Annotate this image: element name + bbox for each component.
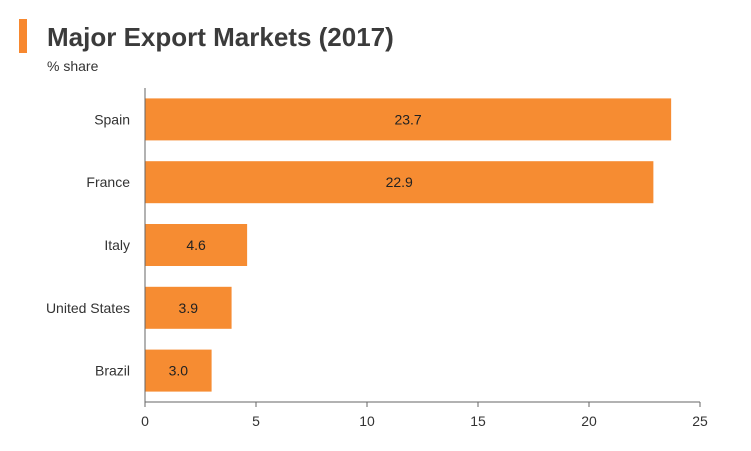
bar-italy bbox=[145, 224, 248, 266]
x-tick-label-20: 20 bbox=[581, 413, 597, 429]
category-label-brazil: Brazil bbox=[95, 363, 130, 379]
category-label-france: France bbox=[86, 174, 130, 190]
x-tick-label-10: 10 bbox=[359, 413, 375, 429]
chart-title: Major Export Markets (2017) bbox=[47, 22, 394, 52]
x-tick-label-15: 15 bbox=[470, 413, 486, 429]
category-label-united-states: United States bbox=[46, 300, 130, 316]
x-tick-label-0: 0 bbox=[141, 413, 149, 429]
data-label-united-states: 3.9 bbox=[179, 300, 199, 316]
bar-united-states bbox=[145, 286, 232, 329]
data-label-france: 22.9 bbox=[386, 174, 413, 190]
chart-subtitle: % share bbox=[47, 58, 99, 74]
category-label-italy: Italy bbox=[104, 237, 130, 253]
data-label-spain: 23.7 bbox=[394, 111, 421, 127]
data-label-italy: 4.6 bbox=[186, 237, 206, 253]
x-tick-label-25: 25 bbox=[692, 413, 708, 429]
category-label-spain: Spain bbox=[94, 111, 130, 127]
bar-brazil bbox=[145, 349, 212, 392]
bar-france bbox=[145, 161, 654, 204]
bar-spain bbox=[145, 98, 672, 141]
title-accent-bar bbox=[19, 19, 27, 53]
x-tick-label-5: 5 bbox=[252, 413, 260, 429]
data-label-brazil: 3.0 bbox=[169, 363, 189, 379]
